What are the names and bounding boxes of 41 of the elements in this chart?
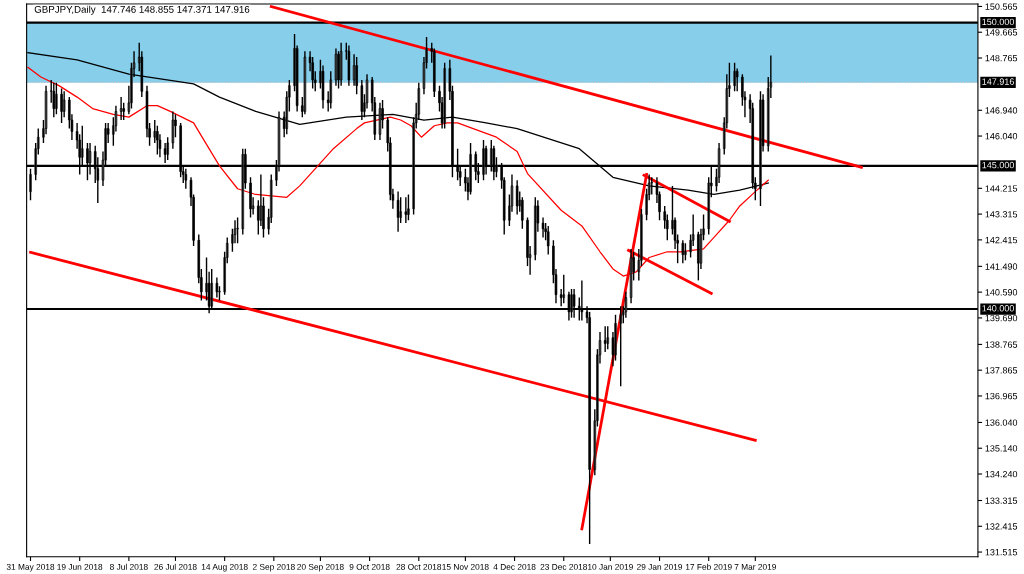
x-tick-label: 10 Jan 2019 [588, 563, 633, 570]
y-tick-label: 140.590 [985, 289, 1018, 296]
y-tick-label: 149.665 [985, 29, 1018, 36]
x-tick-label: 4 Dec 2018 [493, 563, 536, 570]
y-tick-label: 144.215 [985, 185, 1018, 192]
y-tick-label: 146.940 [985, 107, 1018, 114]
y-tick-label: 134.240 [985, 470, 1018, 478]
x-tick-label: 9 Oct 2018 [349, 563, 390, 570]
chart-title: GBPJPY,Daily 147.746 148.855 147.371 147.916 [34, 5, 250, 15]
x-tick-label: 7 Mar 2019 [734, 563, 776, 570]
x-tick-label: 28 Oct 2018 [396, 563, 442, 570]
x-tick-label: 17 Feb 2019 [685, 563, 732, 570]
x-tick-label: 14 Aug 2018 [201, 563, 248, 572]
y-tick-label: 132.415 [985, 523, 1018, 530]
x-tick-label: 26 Jul 2018 [154, 563, 197, 570]
ref-line-label: 140.000 [982, 305, 1015, 312]
ref-line-label: 147.916 [982, 78, 1014, 85]
x-tick-label: 29 Jan 2019 [637, 563, 683, 570]
x-tick-label: 15 Nov 2018 [442, 563, 489, 570]
y-tick-label: 131.515 [985, 549, 1018, 556]
x-tick-label: 23 Dec 2018 [540, 563, 588, 570]
x-tick-label: 2 Sep 2018 [252, 563, 295, 572]
y-tick-label: 135.140 [985, 445, 1018, 452]
y-tick-label: 142.415 [985, 236, 1018, 244]
ref-line-label: 150.000 [982, 18, 1015, 26]
y-tick-label: 136.965 [985, 392, 1018, 400]
y-tick-label: 148.765 [985, 54, 1018, 62]
y-tick-label: 141.490 [985, 263, 1018, 270]
y-tick-label: 136.040 [985, 419, 1018, 426]
x-tick-label: 19 Jun 2018 [57, 563, 103, 570]
y-tick-label: 150.565 [985, 3, 1018, 10]
x-tick-label: 31 May 2018 [6, 563, 55, 572]
x-tick-label: 20 Sep 2018 [297, 563, 344, 572]
y-tick-label: 139.690 [985, 314, 1018, 322]
x-tick-label: 8 Jul 2018 [110, 563, 148, 570]
ref-line-label: 145.000 [982, 161, 1015, 169]
y-tick-label: 137.865 [985, 367, 1018, 374]
y-tick-label: 138.765 [985, 341, 1018, 348]
y-tick-label: 146.040 [985, 133, 1018, 140]
y-tick-label: 143.315 [985, 211, 1018, 218]
y-tick-label: 133.315 [985, 497, 1018, 504]
